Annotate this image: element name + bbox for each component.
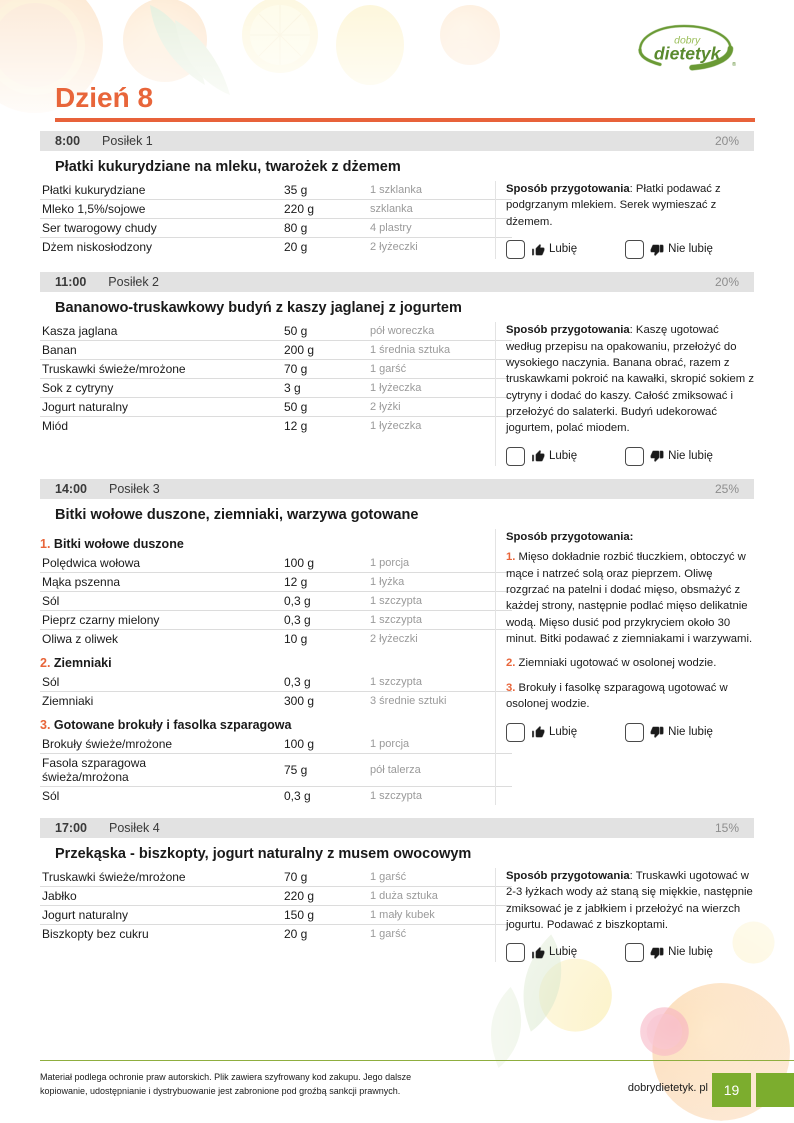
- svg-text:®: ®: [732, 61, 737, 68]
- svg-text:dietetyk: dietetyk: [654, 44, 722, 64]
